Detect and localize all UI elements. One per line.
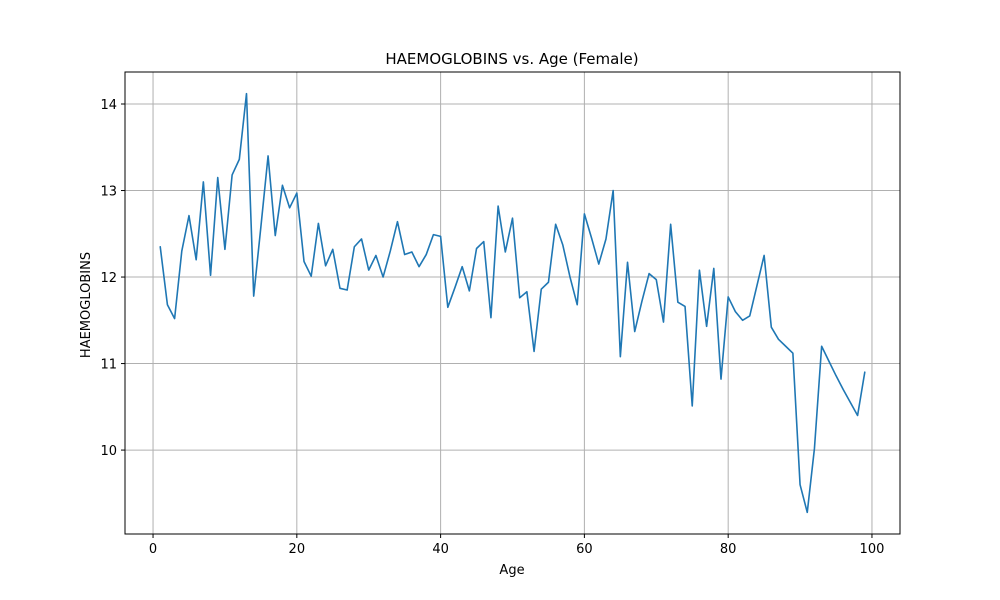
x-ticks: 0 20 40 60 80 100 bbox=[149, 534, 884, 557]
y-ticks: 10 11 12 13 14 bbox=[100, 98, 125, 459]
y-tick-label: 12 bbox=[100, 271, 117, 286]
plot-frame bbox=[124, 71, 901, 535]
x-tick-label: 40 bbox=[432, 542, 449, 557]
x-tick-label: 100 bbox=[860, 542, 885, 557]
y-tick-label: 10 bbox=[100, 444, 117, 459]
x-axis-label: Age bbox=[499, 563, 524, 578]
chart-title: HAEMOGLOBINS vs. Age (Female) bbox=[385, 50, 638, 68]
y-tick-label: 11 bbox=[100, 358, 117, 373]
y-axis-label: HAEMOGLOBINS bbox=[79, 252, 94, 358]
x-tick-label: 80 bbox=[720, 542, 737, 557]
y-tick-label: 14 bbox=[100, 98, 117, 113]
x-tick-label: 60 bbox=[576, 542, 593, 557]
x-tick-label: 20 bbox=[289, 542, 306, 557]
y-tick-label: 13 bbox=[100, 185, 117, 200]
x-tick-label: 0 bbox=[149, 542, 157, 557]
series-layer bbox=[159, 92, 866, 514]
series-line bbox=[159, 92, 866, 514]
